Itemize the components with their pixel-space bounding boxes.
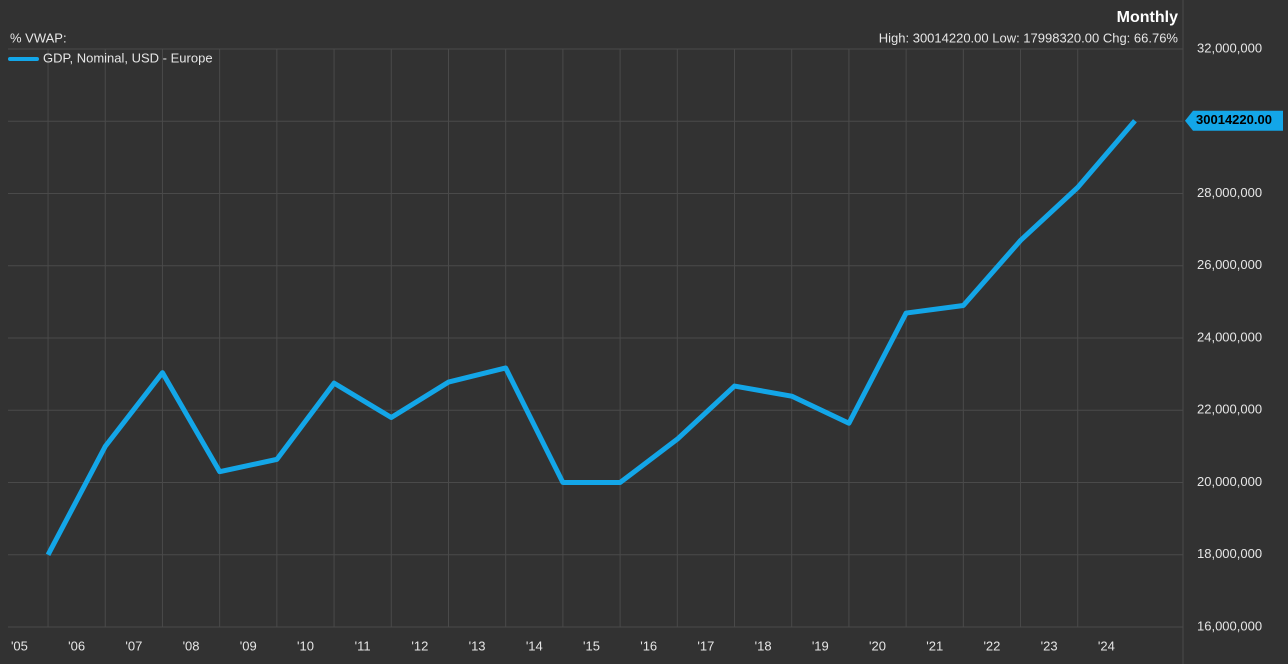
x-tick-label: '12 bbox=[411, 638, 428, 653]
x-tick-label: '07 bbox=[125, 638, 142, 653]
y-tick-label: 32,000,000 bbox=[1197, 40, 1262, 55]
x-tick-label: '24 bbox=[1098, 638, 1115, 653]
x-tick-label: '19 bbox=[812, 638, 829, 653]
data-line bbox=[45, 119, 1137, 556]
y-tick-label: 24,000,000 bbox=[1197, 329, 1262, 344]
y-tick-label: 16,000,000 bbox=[1197, 618, 1262, 633]
x-tick-label: '22 bbox=[983, 638, 1000, 653]
x-tick-label: '10 bbox=[297, 638, 314, 653]
stats-label: High: 30014220.00 Low: 17998320.00 Chg: … bbox=[879, 30, 1179, 45]
x-tick-label: '05 bbox=[11, 638, 28, 653]
x-tick-label: '17 bbox=[697, 638, 714, 653]
x-tick-label: '13 bbox=[469, 638, 486, 653]
y-tick-label: 22,000,000 bbox=[1197, 402, 1262, 417]
x-tick-label: '11 bbox=[355, 638, 371, 653]
y-tick-label: 20,000,000 bbox=[1197, 474, 1262, 489]
x-tick-label: '20 bbox=[869, 638, 886, 653]
x-tick-label: '18 bbox=[755, 638, 772, 653]
x-tick-label: '14 bbox=[526, 638, 543, 653]
x-tick-label: '23 bbox=[1041, 638, 1058, 653]
last-value-tag bbox=[1185, 110, 1283, 131]
x-tick-label: '15 bbox=[583, 638, 600, 653]
x-tick-label: '16 bbox=[640, 638, 657, 653]
indicator-label: % VWAP: bbox=[10, 30, 67, 45]
y-tick-label: 28,000,000 bbox=[1197, 185, 1262, 200]
y-tick-label: 26,000,000 bbox=[1197, 257, 1262, 272]
x-tick-label: '06 bbox=[68, 638, 85, 653]
x-tick-label: '09 bbox=[240, 638, 257, 653]
chart-title: Monthly bbox=[1117, 9, 1178, 26]
y-tick-label: 18,000,000 bbox=[1197, 546, 1262, 561]
legend-label: GDP, Nominal, USD - Europe bbox=[43, 50, 213, 65]
x-tick-label: '08 bbox=[183, 638, 200, 653]
x-tick-label: '21 bbox=[926, 638, 943, 653]
last-value-label: 30014220.00 bbox=[1196, 112, 1272, 127]
